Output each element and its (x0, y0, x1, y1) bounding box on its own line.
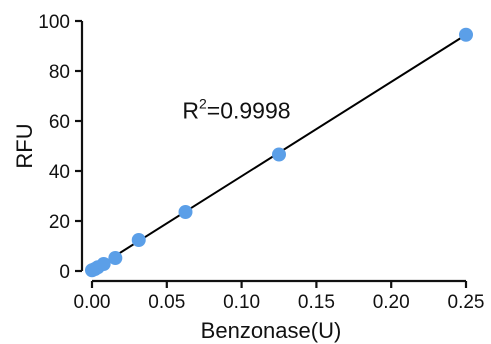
r-squared-annotation: R2=0.9998 (182, 96, 290, 124)
y-axis-title: RFU (12, 123, 37, 168)
y-tick-label: 40 (49, 162, 70, 183)
axes: 0 20 40 60 80 100 0.00 0.05 0.10 0.15 0.20 0.25 (38, 12, 484, 313)
data-point (178, 205, 193, 219)
x-tick-label: 0.00 (74, 292, 111, 313)
y-tick-label: 100 (38, 12, 70, 33)
data-point (96, 257, 111, 271)
x-tick-label: 0.05 (148, 292, 185, 313)
data-point (272, 147, 286, 162)
annotation-value: =0.9998 (207, 98, 291, 124)
data-points (85, 27, 473, 278)
data-point (108, 251, 123, 265)
y-tick-label: 20 (49, 212, 70, 233)
annotation-prefix: R (182, 98, 199, 124)
x-tick-label: 0.25 (448, 292, 485, 313)
x-tick-label: 0.10 (223, 292, 260, 313)
y-tick-label: 60 (49, 112, 70, 133)
annotation-superscript: 2 (199, 96, 207, 112)
data-point (131, 233, 146, 247)
y-tick-label: 0 (59, 262, 70, 283)
data-point (459, 27, 473, 42)
x-axis-title: Benzonase(U) (201, 318, 342, 343)
y-tick-label: 80 (49, 62, 70, 83)
x-tick-label: 0.15 (298, 292, 335, 313)
x-tick-label: 0.20 (373, 292, 410, 313)
